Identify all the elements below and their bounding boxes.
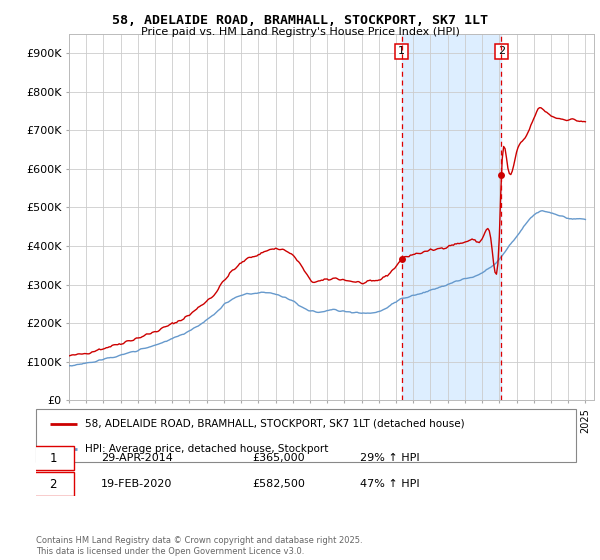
FancyBboxPatch shape [34, 446, 74, 470]
Text: Price paid vs. HM Land Registry's House Price Index (HPI): Price paid vs. HM Land Registry's House … [140, 27, 460, 37]
Text: 29% ↑ HPI: 29% ↑ HPI [360, 453, 419, 463]
Text: 19-FEB-2020: 19-FEB-2020 [101, 479, 172, 489]
Text: £365,000: £365,000 [252, 453, 305, 463]
FancyBboxPatch shape [34, 473, 74, 496]
Text: 29-APR-2014: 29-APR-2014 [101, 453, 173, 463]
FancyBboxPatch shape [36, 409, 576, 462]
Text: 58, ADELAIDE ROAD, BRAMHALL, STOCKPORT, SK7 1LT: 58, ADELAIDE ROAD, BRAMHALL, STOCKPORT, … [112, 14, 488, 27]
Text: 47% ↑ HPI: 47% ↑ HPI [360, 479, 419, 489]
Text: 1: 1 [50, 452, 57, 465]
Bar [402, 34, 502, 400]
Text: HPI: Average price, detached house, Stockport: HPI: Average price, detached house, Stoc… [85, 444, 328, 454]
Text: Contains HM Land Registry data © Crown copyright and database right 2025.
This d: Contains HM Land Registry data © Crown c… [36, 536, 362, 556]
Text: 2: 2 [50, 478, 57, 491]
Text: 58, ADELAIDE ROAD, BRAMHALL, STOCKPORT, SK7 1LT (detached house): 58, ADELAIDE ROAD, BRAMHALL, STOCKPORT, … [85, 419, 464, 429]
Text: £582,500: £582,500 [252, 479, 305, 489]
Text: 1: 1 [398, 46, 405, 57]
Text: 2: 2 [498, 46, 505, 57]
